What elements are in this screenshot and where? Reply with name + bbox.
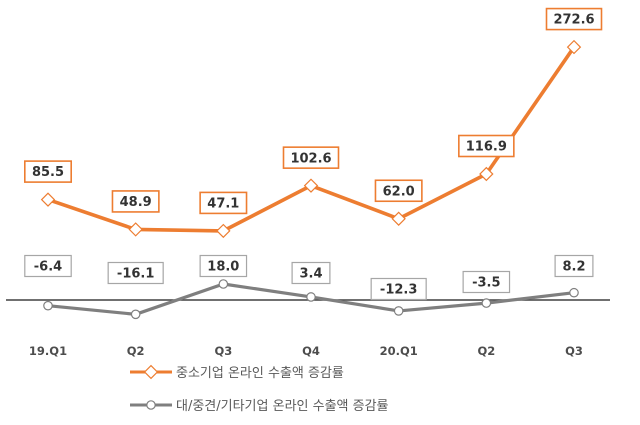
- svg-text:-3.5: -3.5: [472, 276, 500, 291]
- svg-text:-6.4: -6.4: [34, 260, 62, 275]
- data-point: [569, 287, 579, 298]
- legend-label-large: 대/중견/기타기업 온라인 수출액 증감률: [176, 399, 389, 414]
- data-label: 8.2: [554, 254, 594, 278]
- data-point: [393, 306, 404, 316]
- data-label: -12.3: [370, 277, 427, 301]
- data-label: 272.6: [545, 7, 603, 31]
- data-point: [481, 298, 492, 308]
- data-label: 102.6: [282, 146, 340, 169]
- svg-text:3.4: 3.4: [299, 267, 322, 282]
- data-point: [303, 178, 319, 193]
- x-tick-label: Q2: [127, 344, 145, 358]
- data-label: 3.4: [291, 261, 331, 285]
- x-tick-label: 19.Q1: [29, 344, 67, 358]
- data-label: 48.9: [111, 190, 160, 213]
- svg-text:116.9: 116.9: [466, 140, 507, 155]
- data-point: [306, 292, 316, 302]
- legend-item-sme: 중소기업 온라인 수출액 증감률: [130, 364, 344, 381]
- x-tick-label: Q2: [477, 344, 495, 358]
- x-tick-label: Q3: [565, 344, 583, 358]
- data-label: -6.4: [24, 254, 72, 278]
- data-label: 18.0: [199, 254, 248, 278]
- data-label-layer: 85.5 48.9 47.1 102.6 62.0 116.9 272.6 -6.4 -16.1…: [23, 7, 603, 301]
- data-point: [479, 166, 494, 182]
- data-point: [216, 223, 231, 239]
- svg-text:48.9: 48.9: [120, 195, 152, 210]
- svg-text:18.0: 18.0: [207, 260, 239, 275]
- data-label: 116.9: [458, 134, 515, 158]
- svg-text:272.6: 272.6: [553, 13, 594, 28]
- x-tick-label: Q3: [214, 344, 232, 358]
- data-label: 85.5: [23, 160, 73, 183]
- legend: 중소기업 온라인 수출액 증감률 대/중견/기타기업 온라인 수출액 증감률: [130, 364, 389, 414]
- svg-text:102.6: 102.6: [290, 151, 331, 166]
- x-tick-label: Q4: [302, 344, 320, 358]
- x-tick-label: 20.Q1: [380, 344, 418, 358]
- series-layer: [40, 39, 582, 320]
- legend-item-large: 대/중견/기타기업 온라인 수출액 증감률: [130, 399, 389, 414]
- data-point: [128, 222, 143, 237]
- data-label: 47.1: [199, 191, 248, 215]
- data-label: -16.1: [107, 261, 164, 285]
- svg-text:85.5: 85.5: [32, 165, 64, 180]
- diamond-marker-icon: [143, 364, 159, 380]
- data-point: [391, 211, 406, 226]
- data-point: [130, 309, 141, 320]
- data-point: [40, 192, 56, 207]
- svg-text:-16.1: -16.1: [117, 267, 154, 282]
- svg-text:-12.3: -12.3: [380, 283, 417, 298]
- svg-text:47.1: 47.1: [207, 197, 239, 212]
- legend-label-sme: 중소기업 온라인 수출액 증감률: [176, 366, 344, 381]
- svg-text:62.0: 62.0: [383, 184, 415, 199]
- circle-marker-icon: [146, 400, 156, 410]
- data-label: 62.0: [374, 179, 423, 203]
- svg-text:8.2: 8.2: [562, 260, 585, 275]
- data-point: [218, 279, 229, 289]
- data-point: [566, 39, 582, 55]
- data-point: [43, 300, 53, 311]
- x-axis-ticks: 19.Q1 Q2 Q3 Q4 20.Q1 Q2 Q3: [29, 344, 583, 358]
- data-label: -3.5: [462, 270, 511, 294]
